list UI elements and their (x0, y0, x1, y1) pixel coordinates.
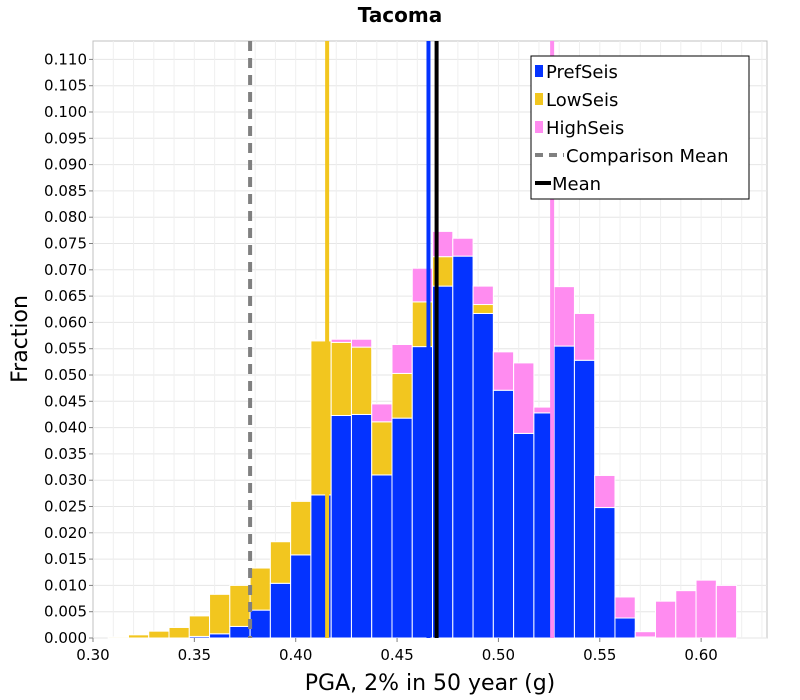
y-tick-label: 0.015 (44, 550, 87, 568)
bar-prefseis (614, 617, 636, 639)
legend-swatch-lowseis (535, 93, 543, 105)
bar-prefseis (229, 625, 251, 639)
y-tick-label: 0.080 (44, 208, 87, 226)
y-tick-label: 0.060 (44, 313, 87, 331)
x-tick-label: 0.60 (684, 646, 717, 664)
bar-prefseis (350, 413, 373, 639)
bar-highseis (391, 343, 413, 374)
y-tick-label: 0.040 (44, 419, 87, 437)
bar-prefseis (290, 554, 312, 639)
legend-label-comparison-mean: Comparison Mean (566, 146, 729, 167)
bar-highseis (715, 584, 738, 639)
legend-swatch-highseis (535, 121, 543, 133)
legend-label-lowseis: LowSeis (546, 90, 618, 111)
x-tick-label: 0.30 (76, 646, 109, 664)
bar-lowseis (188, 615, 211, 637)
bar-highseis (634, 631, 657, 638)
bar-highseis (594, 474, 616, 509)
x-tick-label: 0.45 (380, 646, 413, 664)
y-tick-label: 0.005 (44, 603, 87, 621)
y-tick-label: 0.085 (44, 182, 87, 200)
bar-lowseis (391, 372, 413, 419)
bar-prefseis (249, 609, 271, 639)
y-tick-label: 0.095 (44, 129, 87, 147)
bar-highseis (472, 285, 494, 306)
y-tick-label: 0.045 (44, 392, 87, 410)
bar-prefseis (594, 507, 616, 639)
bar-highseis (371, 403, 393, 423)
bar-highseis (492, 351, 515, 391)
y-tick-label: 0.100 (44, 103, 87, 121)
y-tick-label: 0.050 (44, 366, 87, 384)
bar-prefseis (573, 359, 596, 639)
x-tick-label: 0.35 (178, 646, 211, 664)
bar-prefseis (513, 432, 535, 639)
y-tick-label: 0.000 (44, 629, 87, 647)
legend-label-mean: Mean (552, 174, 601, 195)
bar-highseis (553, 286, 575, 347)
bar-prefseis (371, 474, 393, 639)
legend-swatch-prefseis (535, 65, 543, 77)
bar-prefseis (553, 345, 575, 639)
y-tick-label: 0.020 (44, 524, 87, 542)
y-tick-label: 0.105 (44, 77, 87, 95)
bar-prefseis (209, 633, 231, 639)
bar-highseis (513, 362, 535, 434)
bar-lowseis (168, 626, 190, 639)
y-tick-label: 0.025 (44, 498, 87, 516)
bar-prefseis (269, 582, 292, 639)
bar-prefseis (330, 415, 352, 639)
y-tick-label: 0.030 (44, 471, 87, 489)
x-tick-label: 0.40 (279, 646, 312, 664)
bar-highseis (350, 338, 373, 348)
legend-label-prefseis: PrefSeis (546, 62, 618, 83)
bar-lowseis (290, 500, 312, 556)
bar-lowseis (472, 304, 494, 314)
y-tick-label: 0.065 (44, 287, 87, 305)
y-axis-ticks: 0.000 0.005 0.010 0.015 0.020 0.025 0.030 0.035… (44, 50, 93, 647)
bar-lowseis (371, 421, 393, 476)
y-axis-label: Fraction (8, 295, 33, 383)
y-tick-label: 0.070 (44, 261, 87, 279)
y-tick-label: 0.010 (44, 576, 87, 594)
x-axis-label: PGA, 2% in 50 year (g) (305, 671, 556, 696)
x-tick-label: 0.55 (583, 646, 616, 664)
bar-lowseis (330, 341, 352, 417)
x-axis-ticks: 0.30 0.35 0.40 0.45 0.50 0.55 0.60 (76, 638, 718, 664)
bar-lowseis (148, 630, 170, 639)
bar-lowseis (229, 584, 251, 627)
y-tick-label: 0.055 (44, 340, 87, 358)
bar-highseis (655, 600, 677, 639)
y-tick-label: 0.110 (44, 50, 87, 68)
y-tick-label: 0.035 (44, 445, 87, 463)
y-tick-label: 0.075 (44, 235, 87, 253)
bar-prefseis (452, 255, 474, 639)
bar-prefseis (472, 312, 494, 639)
bar-highseis (290, 499, 312, 502)
legend-box (530, 55, 750, 200)
bar-lowseis (107, 636, 129, 639)
bar-prefseis (391, 417, 413, 639)
y-tick-label: 0.090 (44, 156, 87, 174)
bar-highseis (614, 596, 636, 619)
legend: PrefSeis LowSeis HighSeis Comparison Mea… (530, 55, 750, 200)
bar-highseis (675, 590, 697, 639)
bar-lowseis (127, 634, 150, 639)
chart-title: Tacoma (358, 3, 443, 27)
bar-highseis (330, 338, 352, 343)
legend-label-highseis: HighSeis (546, 118, 624, 139)
bar-highseis (573, 312, 596, 361)
bar-prefseis (492, 389, 515, 639)
bar-highseis (452, 237, 474, 257)
x-tick-label: 0.50 (482, 646, 515, 664)
bar-lowseis (269, 541, 292, 584)
bar-highseis (695, 579, 717, 639)
bar-lowseis (350, 346, 373, 415)
bar-lowseis (209, 593, 231, 635)
bar-lowseis (249, 567, 271, 611)
